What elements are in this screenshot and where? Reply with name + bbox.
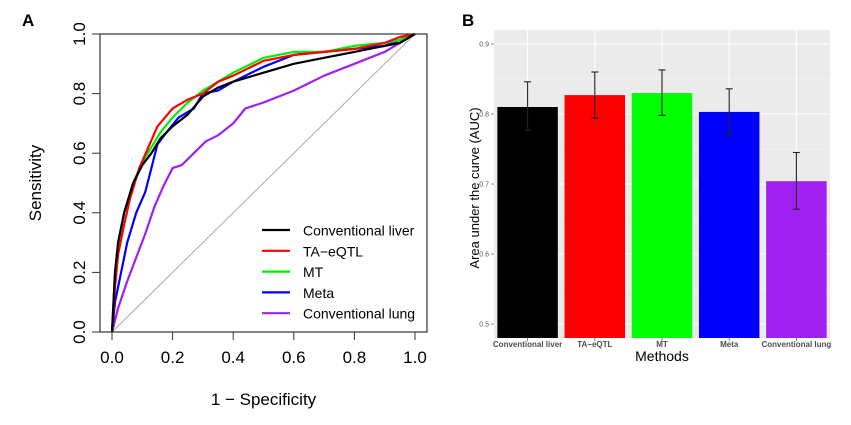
bar-x-axis: Conventional liver TA−eQTL MT Meta Conventio… (493, 338, 831, 349)
bar-y-axis: 0.5 0.6 0.7 0.8 0.9 (479, 42, 494, 329)
roc-x-axis: 0.0 0.2 0.4 0.6 0.8 1.0 (100, 332, 427, 367)
x-tick-label: Meta (720, 340, 739, 349)
x-tick-label: 1.0 (403, 348, 427, 367)
y-tick-label: 0.9 (479, 42, 489, 49)
y-tick-label: 0.8 (70, 82, 89, 106)
panel-a-label: A (22, 11, 34, 30)
bar-y-axis-label: Area under the curve (AUC) (467, 107, 482, 268)
y-tick-label: 0.4 (70, 201, 89, 225)
legend-label: Conventional lung (303, 306, 415, 322)
x-tick-label: Conventional liver (493, 340, 562, 349)
x-tick-label: Conventional lung (762, 340, 832, 349)
y-tick-label: 0.8 (479, 112, 489, 119)
bar-x-axis-label: Methods (635, 348, 689, 364)
x-tick-label: MT (656, 340, 668, 349)
x-tick-label: 0.2 (161, 348, 185, 367)
x-tick-label: 0.6 (282, 348, 306, 367)
roc-line-ta-eqtl (110, 32, 416, 333)
bar-meta (698, 111, 760, 339)
x-tick-label: 0.0 (100, 348, 124, 367)
legend-label: MT (303, 264, 324, 280)
y-tick-label: 0.6 (70, 141, 89, 165)
x-tick-label: 0.8 (343, 348, 367, 367)
bar-group (497, 69, 827, 339)
roc-chart: 0.0 0.2 0.4 0.6 0.8 1.0 0.0 0.2 0.4 0.6 0.8 1.0 1 … (26, 22, 428, 409)
roc-legend: Conventional liver TA−eQTL MT Meta Conventio… (262, 223, 415, 322)
bar-mt (631, 93, 693, 338)
roc-plot-frame (99, 33, 428, 333)
legend-label: Meta (303, 285, 334, 301)
roc-series-group (110, 32, 416, 333)
y-tick-label: 1.0 (70, 22, 89, 46)
roc-x-axis-label: 1 − Specificity (211, 390, 317, 409)
roc-y-axis-label: Sensitivity (26, 144, 45, 221)
bar-ta-eqtl (564, 95, 626, 338)
auc-bar-chart: 0.5 0.6 0.7 0.8 0.9 Conventional liver TA−eQT… (467, 30, 831, 364)
panel-b-label: B (462, 11, 474, 30)
roc-line-conventional-liver (110, 33, 416, 333)
y-tick-label: 0.6 (479, 252, 489, 259)
x-tick-label: 0.4 (221, 348, 245, 367)
y-tick-label: 0.0 (70, 320, 89, 344)
y-tick-label: 0.2 (70, 261, 89, 285)
legend-label: TA−eQTL (303, 243, 363, 259)
x-tick-label: TA−eQTL (577, 340, 612, 349)
roc-y-axis: 0.0 0.2 0.4 0.6 0.8 1.0 (70, 22, 100, 344)
roc-line-conventional-lung (110, 33, 416, 333)
y-tick-label: 0.5 (479, 322, 489, 329)
y-tick-label: 0.7 (479, 182, 489, 189)
bar-conventional-liver (497, 107, 558, 338)
chance-diagonal-line (111, 33, 416, 333)
legend-label: Conventional liver (303, 223, 415, 239)
